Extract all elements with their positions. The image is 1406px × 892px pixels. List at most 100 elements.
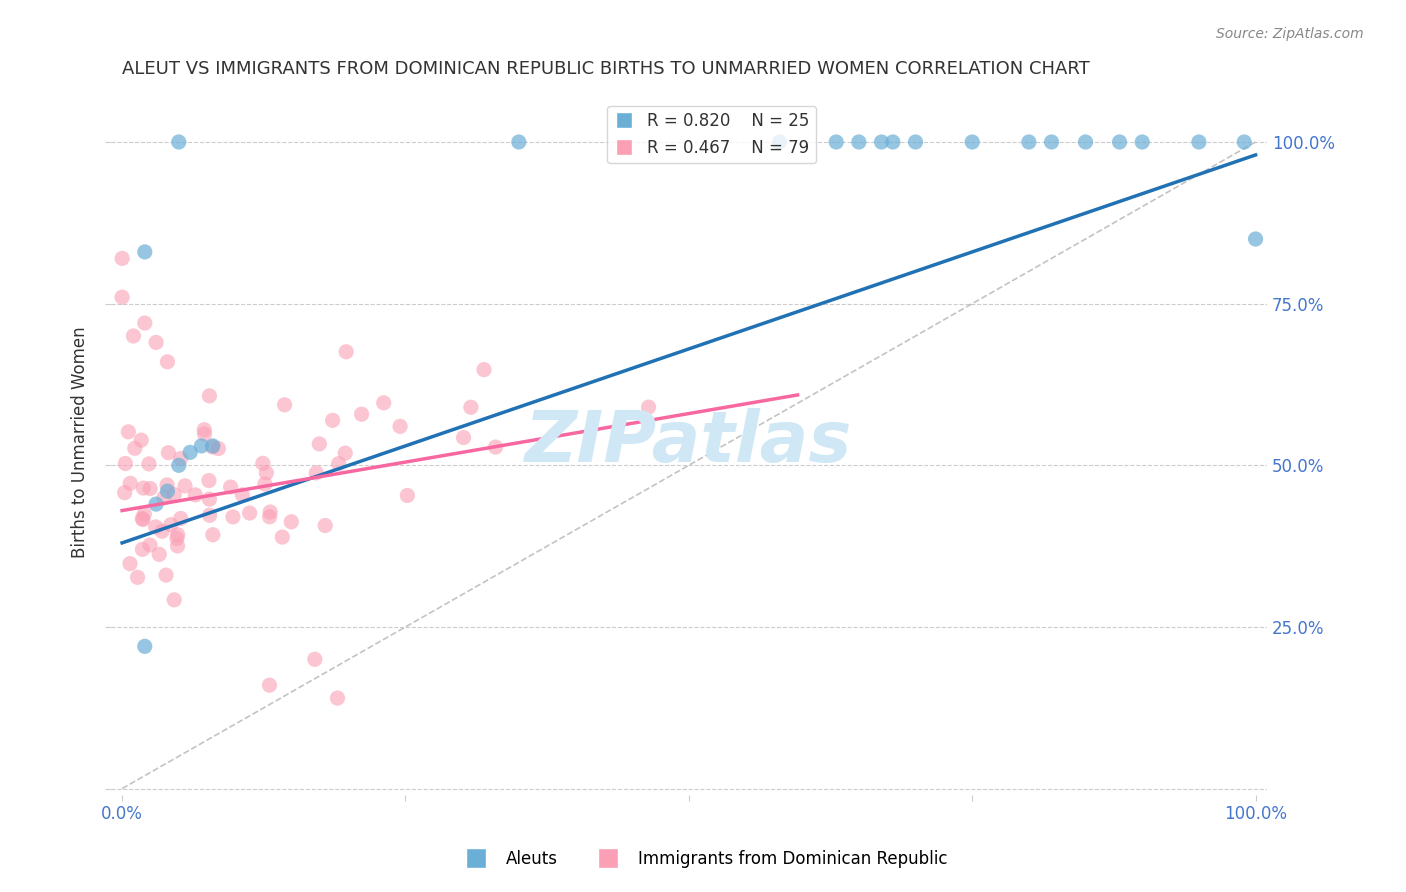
Immigrants from Dominican Republic	[153, 491, 176, 505]
Immigrants from Dominican Republic	[453, 431, 475, 445]
Immigrants from Dominican Republic	[198, 389, 221, 403]
Immigrants from Dominican Republic	[118, 557, 141, 571]
Immigrants from Dominican Republic	[111, 252, 134, 266]
Immigrants from Dominican Republic	[166, 532, 188, 546]
Immigrants from Dominican Republic	[254, 466, 277, 480]
Immigrants from Dominican Republic	[156, 355, 179, 369]
Aleuts	[179, 445, 201, 459]
Immigrants from Dominican Republic	[335, 344, 357, 359]
Aleuts	[882, 135, 904, 149]
Immigrants from Dominican Republic	[184, 488, 207, 502]
Immigrants from Dominican Republic	[132, 481, 155, 495]
Aleuts	[167, 458, 190, 473]
Immigrants from Dominican Republic	[373, 396, 395, 410]
Immigrants from Dominican Republic	[637, 400, 659, 414]
Immigrants from Dominican Republic	[273, 398, 295, 412]
Immigrants from Dominican Republic	[127, 570, 149, 584]
Immigrants from Dominican Republic	[201, 440, 224, 454]
Immigrants from Dominican Republic	[132, 512, 155, 526]
Immigrants from Dominican Republic	[134, 507, 156, 521]
Text: ZIPatlas: ZIPatlas	[526, 409, 852, 477]
Aleuts	[508, 135, 530, 149]
Immigrants from Dominican Republic	[117, 425, 139, 439]
Immigrants from Dominican Republic	[308, 437, 330, 451]
Aleuts	[1074, 135, 1097, 149]
Aleuts	[904, 135, 927, 149]
Aleuts	[848, 135, 870, 149]
Legend: R = 0.820    N = 25, R = 0.467    N = 79: R = 0.820 N = 25, R = 0.467 N = 79	[607, 105, 817, 163]
Text: ALEUT VS IMMIGRANTS FROM DOMINICAN REPUBLIC BIRTHS TO UNMARRIED WOMEN CORRELATIO: ALEUT VS IMMIGRANTS FROM DOMINICAN REPUB…	[122, 60, 1090, 78]
Aleuts	[201, 439, 224, 453]
Aleuts	[1040, 135, 1063, 149]
Text: Source: ZipAtlas.com: Source: ZipAtlas.com	[1216, 27, 1364, 41]
Aleuts	[960, 135, 983, 149]
Immigrants from Dominican Republic	[120, 476, 142, 491]
Immigrants from Dominican Republic	[280, 515, 302, 529]
Immigrants from Dominican Republic	[114, 485, 136, 500]
Aleuts	[134, 244, 156, 259]
Immigrants from Dominican Republic	[207, 442, 229, 456]
Immigrants from Dominican Republic	[201, 527, 224, 541]
Immigrants from Dominican Republic	[138, 457, 160, 471]
Aleuts	[1108, 135, 1130, 149]
Immigrants from Dominican Republic	[259, 505, 281, 519]
Immigrants from Dominican Republic	[460, 401, 482, 415]
Immigrants from Dominican Republic	[150, 524, 173, 539]
Aleuts	[825, 135, 848, 149]
Immigrants from Dominican Republic	[145, 335, 167, 350]
Immigrants from Dominican Republic	[231, 488, 253, 502]
Immigrants from Dominican Republic	[131, 511, 153, 525]
Immigrants from Dominican Republic	[304, 652, 326, 666]
Immigrants from Dominican Republic	[198, 474, 221, 488]
Immigrants from Dominican Republic	[157, 446, 180, 460]
Immigrants from Dominican Republic	[350, 407, 373, 421]
Immigrants from Dominican Republic	[314, 518, 336, 533]
Immigrants from Dominican Republic	[198, 508, 221, 523]
Immigrants from Dominican Republic	[328, 457, 350, 471]
Immigrants from Dominican Republic	[322, 413, 344, 427]
Immigrants from Dominican Republic	[131, 542, 153, 557]
Aleuts	[190, 439, 212, 453]
Immigrants from Dominican Republic	[239, 506, 262, 520]
Aleuts	[145, 497, 167, 511]
Immigrants from Dominican Republic	[145, 520, 167, 534]
Aleuts	[156, 484, 179, 499]
Immigrants from Dominican Republic	[163, 488, 186, 502]
Immigrants from Dominican Republic	[114, 457, 136, 471]
Immigrants from Dominican Republic	[389, 419, 412, 434]
Immigrants from Dominican Republic	[134, 316, 156, 330]
Immigrants from Dominican Republic	[198, 492, 221, 507]
Aleuts	[1130, 135, 1153, 149]
Immigrants from Dominican Republic	[222, 509, 245, 524]
Aleuts	[1018, 135, 1040, 149]
Immigrants from Dominican Republic	[252, 456, 274, 470]
Y-axis label: Births to Unmarried Women: Births to Unmarried Women	[72, 326, 89, 558]
Immigrants from Dominican Republic	[271, 530, 294, 544]
Immigrants from Dominican Republic	[155, 568, 177, 582]
Immigrants from Dominican Republic	[484, 440, 506, 454]
Immigrants from Dominican Republic	[160, 517, 183, 532]
Immigrants from Dominican Republic	[326, 691, 349, 706]
Immigrants from Dominican Republic	[139, 482, 162, 496]
Immigrants from Dominican Republic	[305, 466, 328, 480]
Immigrants from Dominican Republic	[335, 446, 357, 460]
Immigrants from Dominican Republic	[111, 290, 134, 304]
Immigrants from Dominican Republic	[219, 480, 242, 494]
Immigrants from Dominican Republic	[148, 547, 170, 561]
Immigrants from Dominican Republic	[166, 527, 188, 541]
Immigrants from Dominican Republic	[163, 592, 186, 607]
Immigrants from Dominican Republic	[122, 329, 145, 343]
Aleuts	[134, 640, 156, 654]
Aleuts	[1233, 135, 1256, 149]
Immigrants from Dominican Republic	[253, 477, 276, 491]
Immigrants from Dominican Republic	[166, 539, 188, 553]
Aleuts	[1188, 135, 1211, 149]
Immigrants from Dominican Republic	[259, 509, 281, 524]
Immigrants from Dominican Republic	[174, 479, 197, 493]
Immigrants from Dominican Republic	[156, 478, 179, 492]
Immigrants from Dominican Republic	[193, 427, 215, 442]
Aleuts	[768, 135, 790, 149]
Aleuts	[167, 135, 190, 149]
Immigrants from Dominican Republic	[170, 511, 193, 525]
Immigrants from Dominican Republic	[472, 362, 495, 376]
